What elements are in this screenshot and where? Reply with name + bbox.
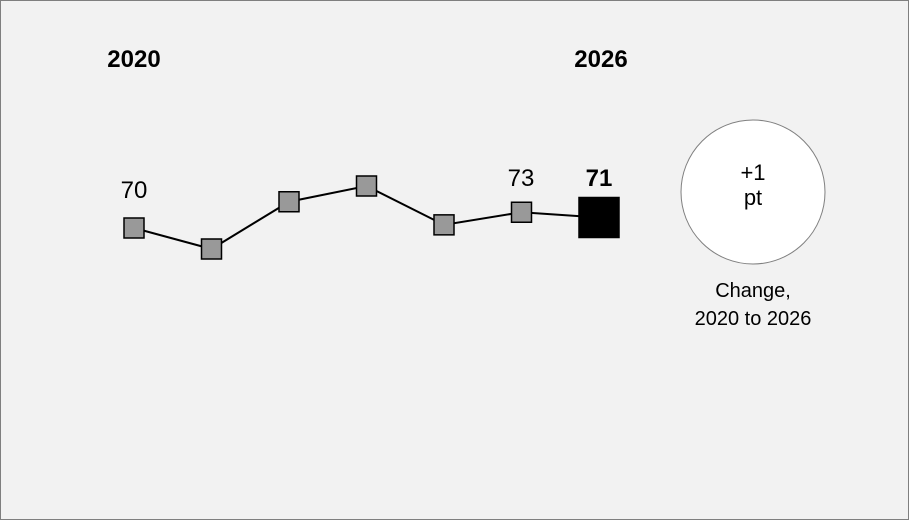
- first-value-label: 70: [121, 177, 148, 204]
- data-point: [510, 201, 533, 223]
- data-point: [355, 175, 378, 197]
- last-data-point: [578, 196, 620, 239]
- end-year-label: 2026: [574, 46, 627, 73]
- data-point: [433, 214, 455, 236]
- change-value: +1: [740, 160, 765, 185]
- last-value-label: 71: [586, 165, 613, 192]
- change-caption-line2: 2020 to 2026: [695, 308, 812, 330]
- start-year-label: 2020: [107, 46, 160, 73]
- change-badge: [680, 119, 826, 265]
- data-point: [278, 191, 300, 213]
- change-unit: pt: [744, 185, 762, 210]
- data-point: [200, 238, 223, 260]
- data-point: [123, 217, 145, 239]
- second-last-value-label: 73: [508, 165, 535, 192]
- data-points: [123, 175, 620, 260]
- change-caption-line1: Change,: [715, 280, 791, 302]
